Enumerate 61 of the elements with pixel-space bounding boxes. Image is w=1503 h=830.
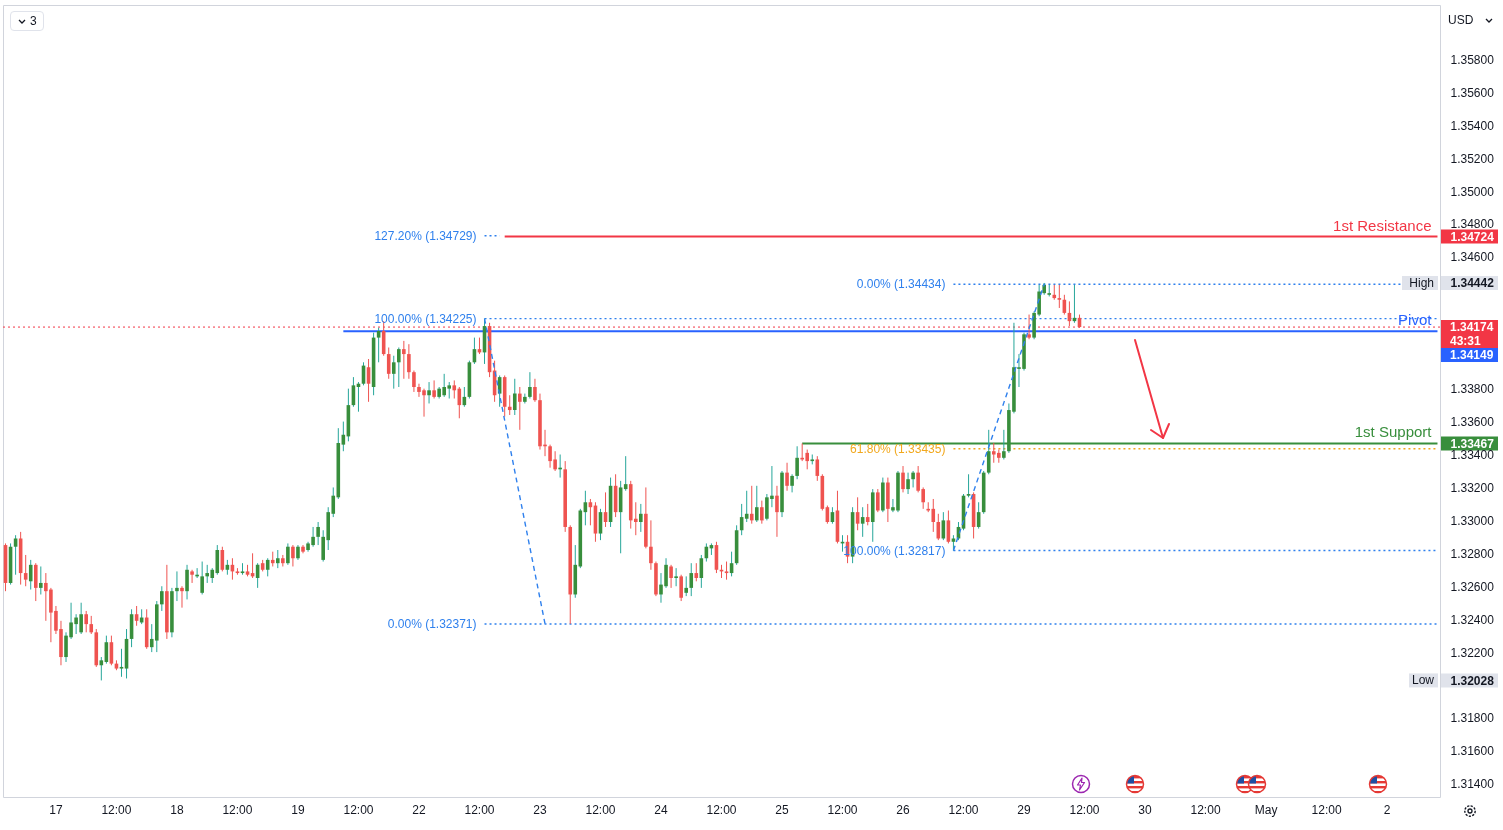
x-tick-label: 2 bbox=[1383, 802, 1391, 817]
x-tick-label: 29 bbox=[1017, 802, 1032, 817]
series-label: 1st Resistance bbox=[1333, 216, 1432, 234]
annotation: Low bbox=[1411, 673, 1435, 688]
y-tick-label: 1.31800 bbox=[1450, 711, 1495, 726]
x-tick-label: 12:00 bbox=[464, 802, 495, 817]
x-tick-label: 17 bbox=[49, 802, 63, 817]
x-tick-label: 12:00 bbox=[706, 802, 737, 817]
annotation: High bbox=[1409, 275, 1434, 290]
y-tick-label: 1.33000 bbox=[1450, 513, 1495, 528]
y-tick-label: 1.35200 bbox=[1450, 151, 1495, 166]
x-tick-label: 25 bbox=[775, 802, 789, 817]
y-tick-label: 1.33800 bbox=[1450, 382, 1495, 397]
series-label: 61.80% (1.33435) bbox=[850, 441, 946, 456]
y-axis-title: USD bbox=[1448, 13, 1474, 27]
y-tick-label: 1.35400 bbox=[1450, 118, 1495, 133]
series-label: 0.00% (1.32371) bbox=[387, 616, 477, 631]
y-tick-label: 1.33600 bbox=[1450, 415, 1495, 430]
x-tick-label: 24 bbox=[654, 802, 668, 817]
y-tick-label: 1.34800 bbox=[1450, 217, 1495, 232]
y-tick-label: 1.35600 bbox=[1450, 85, 1495, 100]
y-tick-label: 1.32600 bbox=[1450, 579, 1495, 594]
y-tick-label: 1.34600 bbox=[1450, 250, 1495, 265]
y-tick-label: 1.33400 bbox=[1450, 448, 1495, 463]
series-label: 0.00% (1.34434) bbox=[856, 277, 946, 292]
dropdown-button: 3 bbox=[10, 11, 44, 31]
x-tick-label: 12:00 bbox=[222, 802, 253, 817]
annotation: 3 bbox=[30, 14, 37, 28]
x-tick-label: 18 bbox=[170, 802, 184, 817]
series-label: 1st Support bbox=[1354, 423, 1433, 441]
y-tick-label: 1.35800 bbox=[1450, 52, 1495, 67]
x-tick-label: 12:00 bbox=[1311, 802, 1342, 817]
x-tick-label: 23 bbox=[533, 802, 547, 817]
series-label: 100.00% (1.34225) bbox=[374, 311, 477, 326]
x-tick-label: 12:00 bbox=[827, 802, 858, 817]
y-tick-label: 1.31600 bbox=[1450, 744, 1495, 759]
x-tick-label: May bbox=[1254, 802, 1278, 817]
x-tick-label: 26 bbox=[896, 802, 911, 817]
x-tick-label: 12:00 bbox=[1069, 802, 1100, 817]
series-label: Pivot bbox=[1398, 311, 1433, 329]
x-tick-label: 12:00 bbox=[343, 802, 374, 817]
y-tick-label: 1.31400 bbox=[1450, 777, 1495, 792]
y-tick-label: 1.32800 bbox=[1450, 546, 1495, 561]
x-tick-label: 12:00 bbox=[101, 802, 132, 817]
ref-line-label: 1.34174 43:31 bbox=[1450, 319, 1494, 348]
y-tick-label: 1.35000 bbox=[1450, 184, 1495, 199]
y-tick-label: 1.32028 bbox=[1450, 673, 1495, 688]
x-tick-label: 12:00 bbox=[1190, 802, 1221, 817]
x-tick-label: 30 bbox=[1138, 802, 1153, 817]
x-tick-label: 19 bbox=[291, 802, 305, 817]
y-tick-label: 1.33467 bbox=[1450, 436, 1495, 451]
y-tick-label: 1.32400 bbox=[1450, 612, 1495, 627]
series-label: 127.20% (1.34729) bbox=[374, 228, 477, 243]
y-tick-label: 1.33200 bbox=[1450, 480, 1495, 495]
y-tick-label: 1.34724 bbox=[1450, 230, 1495, 245]
x-tick-label: 22 bbox=[412, 802, 426, 817]
y-tick-label: 1.32200 bbox=[1450, 645, 1495, 660]
data-label: 1.34149 bbox=[1450, 347, 1494, 362]
x-tick-label: 12:00 bbox=[948, 802, 979, 817]
y-tick-label: 1.34442 bbox=[1450, 276, 1495, 291]
x-tick-label: 12:00 bbox=[585, 802, 616, 817]
